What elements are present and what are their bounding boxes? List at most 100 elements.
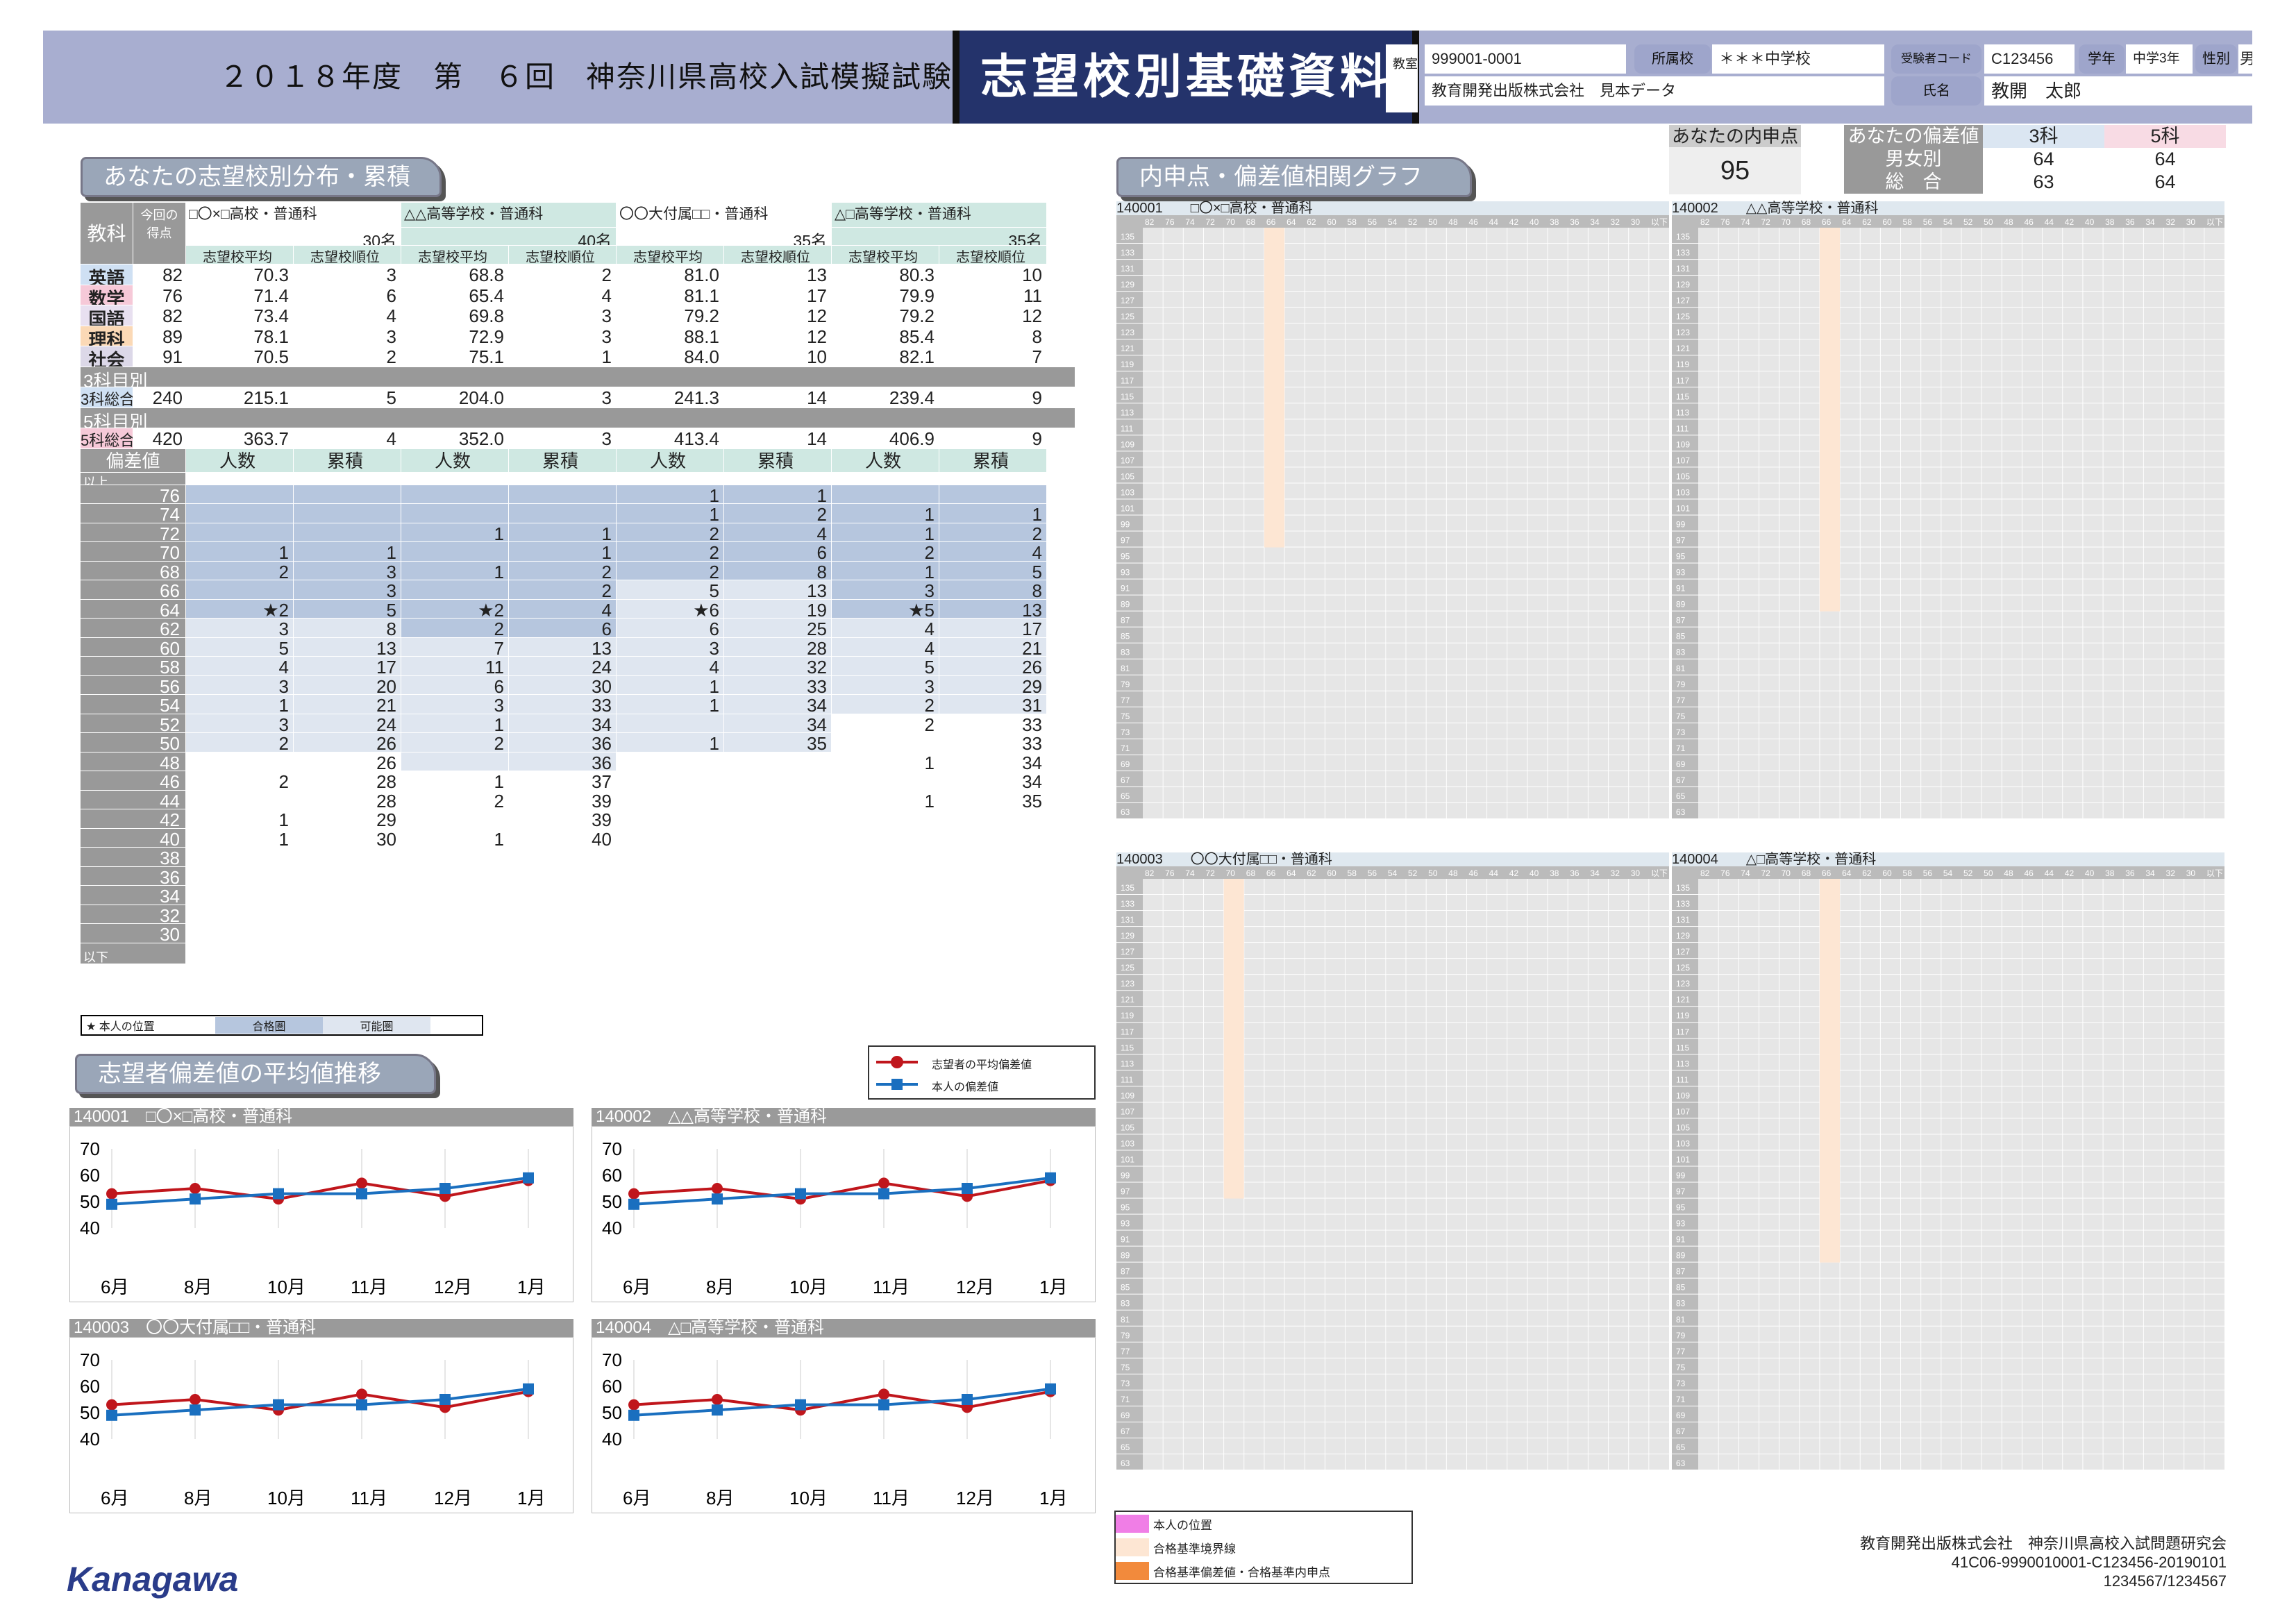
dev-cell: 4 bbox=[186, 657, 294, 676]
footer-code: 41C06-9990010001-C123456-20190101 bbox=[1951, 1554, 2227, 1571]
avg-point bbox=[712, 1394, 723, 1405]
cum-header: 累積 bbox=[509, 448, 617, 473]
avg-series-line bbox=[111, 1390, 529, 1412]
dev-row: 32 bbox=[81, 905, 1075, 924]
dev-cell: 1 bbox=[617, 675, 724, 695]
y-axis-cell bbox=[1672, 1278, 1698, 1294]
y-axis-cell bbox=[1672, 403, 1698, 419]
trend-plot: 70 60 50 40 6月 8月 10月 11月 12月 1月 bbox=[592, 1337, 1096, 1513]
y-axis-cell bbox=[1116, 739, 1143, 755]
x-tick: 72 bbox=[1205, 217, 1215, 227]
dev-row: 60 5 13 7 13 3 28 4 21 bbox=[81, 637, 1075, 657]
self-point bbox=[795, 1188, 806, 1200]
x-tick: 72 bbox=[1761, 217, 1770, 227]
y-axis-cell bbox=[1672, 1358, 1698, 1374]
y-tick: 89 bbox=[1121, 1251, 1130, 1261]
y-axis-cell bbox=[1116, 499, 1143, 515]
dev-cell: 4 bbox=[939, 542, 1047, 562]
school-count: 35名 bbox=[617, 228, 832, 246]
avg-point bbox=[356, 1388, 367, 1400]
dev-cell: 1 bbox=[294, 542, 401, 562]
subject-value: 1 bbox=[509, 346, 617, 367]
dev-row: 44 28 2 39 1 35 bbox=[81, 790, 1075, 809]
band-label: 5科目別 bbox=[81, 407, 1075, 428]
dev-cell: 1 bbox=[401, 561, 509, 580]
y-axis-cell bbox=[1672, 771, 1698, 787]
trend-chart-title: 140002 △△高等学校・普通科 bbox=[592, 1108, 1096, 1126]
naishin-value: 95 bbox=[1669, 147, 1801, 194]
y-axis-cell bbox=[1672, 483, 1698, 499]
dev-cell bbox=[294, 485, 401, 504]
dev-cell bbox=[401, 866, 509, 886]
y-axis-cell bbox=[1672, 323, 1698, 339]
school-count: 35名 bbox=[832, 228, 1047, 246]
x-tick: 8月 bbox=[184, 1277, 212, 1297]
y-axis-cell bbox=[1672, 975, 1698, 991]
y-tick: 111 bbox=[1676, 423, 1689, 433]
x-tick: 10月 bbox=[789, 1277, 828, 1297]
swatch-basis bbox=[1116, 1562, 1149, 1580]
grade-value: 中学3年 bbox=[2126, 44, 2193, 74]
dev-5ka: 64 bbox=[2154, 171, 2176, 192]
dev-cell: 2 bbox=[509, 580, 617, 600]
y-axis-cell bbox=[1116, 403, 1143, 419]
subject-row: 理科 89 78.1 3 72.9 3 88.1 12 85.4 8 bbox=[81, 326, 1075, 346]
pass-border bbox=[1819, 228, 1841, 612]
y-tick: 91 bbox=[1676, 1235, 1686, 1245]
avg-point bbox=[628, 1399, 639, 1411]
y-tick: 79 bbox=[1121, 680, 1130, 689]
dev-value: 38 bbox=[81, 848, 186, 867]
y-axis-cell bbox=[1116, 595, 1143, 611]
score-header: 今回の得点 bbox=[133, 203, 186, 264]
dev-cell bbox=[401, 580, 509, 600]
y-tick: 75 bbox=[1121, 1363, 1130, 1372]
dev-cell: 17 bbox=[294, 657, 401, 676]
y-tick: 87 bbox=[1121, 616, 1130, 625]
subject-value: 12 bbox=[724, 305, 832, 326]
y-tick: 101 bbox=[1121, 1154, 1134, 1164]
dev-header: 偏差値 bbox=[81, 448, 186, 473]
subject-value: 81.0 bbox=[617, 264, 724, 285]
dev-cell bbox=[294, 523, 401, 542]
y-axis-cell bbox=[1116, 260, 1143, 276]
dev-cell: 1 bbox=[186, 695, 294, 714]
y-tick: 101 bbox=[1676, 503, 1690, 513]
below-label: 以下 bbox=[81, 943, 186, 964]
x-tick: 以下 bbox=[2206, 868, 2223, 878]
dev-cell bbox=[617, 752, 724, 771]
y-tick: 69 bbox=[1121, 1411, 1130, 1420]
y-axis-cell bbox=[1116, 787, 1143, 802]
total-score: 420 bbox=[133, 428, 186, 449]
y-tick: 83 bbox=[1121, 648, 1130, 657]
table-head-row: 教科 今回の得点 □〇×□高校・普通科 △△高等学校・普通科 〇〇大付属□□・普通科 △□… bbox=[81, 203, 1075, 264]
avg-point bbox=[190, 1394, 201, 1405]
section-distribution: あなたの志望校別分布・累積 bbox=[81, 157, 442, 197]
legend-border: 合格基準境界線 bbox=[1153, 1542, 1236, 1556]
dev-cell bbox=[832, 886, 939, 905]
x-tick: 82 bbox=[1700, 217, 1710, 227]
x-tick: 82 bbox=[1145, 868, 1155, 878]
y-axis-cell bbox=[1672, 451, 1698, 467]
student-name: 教開 太郎 bbox=[1984, 76, 2252, 106]
dev-cell bbox=[401, 905, 509, 924]
x-tick: 82 bbox=[1700, 868, 1710, 878]
x-tick: 以下 bbox=[2206, 217, 2223, 227]
y-axis-cell bbox=[1672, 1230, 1698, 1246]
dev-cell bbox=[186, 523, 294, 542]
dev-row: 66 3 2 5 13 3 8 bbox=[81, 580, 1075, 600]
subject-name: 社会 bbox=[81, 346, 133, 367]
y-tick: 135 bbox=[1676, 883, 1690, 893]
y-axis-cell bbox=[1116, 276, 1143, 292]
dev-cell: 29 bbox=[939, 675, 1047, 695]
dev-value: 40 bbox=[81, 828, 186, 848]
dev-row: 58 4 17 11 24 4 32 5 26 bbox=[81, 657, 1075, 676]
sex-label: 性別 bbox=[2195, 44, 2237, 74]
y-tick: 83 bbox=[1676, 1299, 1686, 1309]
y-tick: 109 bbox=[1121, 439, 1134, 449]
correlation-legend: 本人の位置 合格基準境界線 合格基準偏差値・合格基準内申点 bbox=[1114, 1511, 1413, 1584]
subject-score: 82 bbox=[133, 305, 186, 326]
subject-value: 78.1 bbox=[186, 326, 294, 346]
y-axis-cell bbox=[1116, 895, 1143, 911]
dev-cell bbox=[509, 504, 617, 523]
y-axis-cell bbox=[1116, 1038, 1143, 1054]
